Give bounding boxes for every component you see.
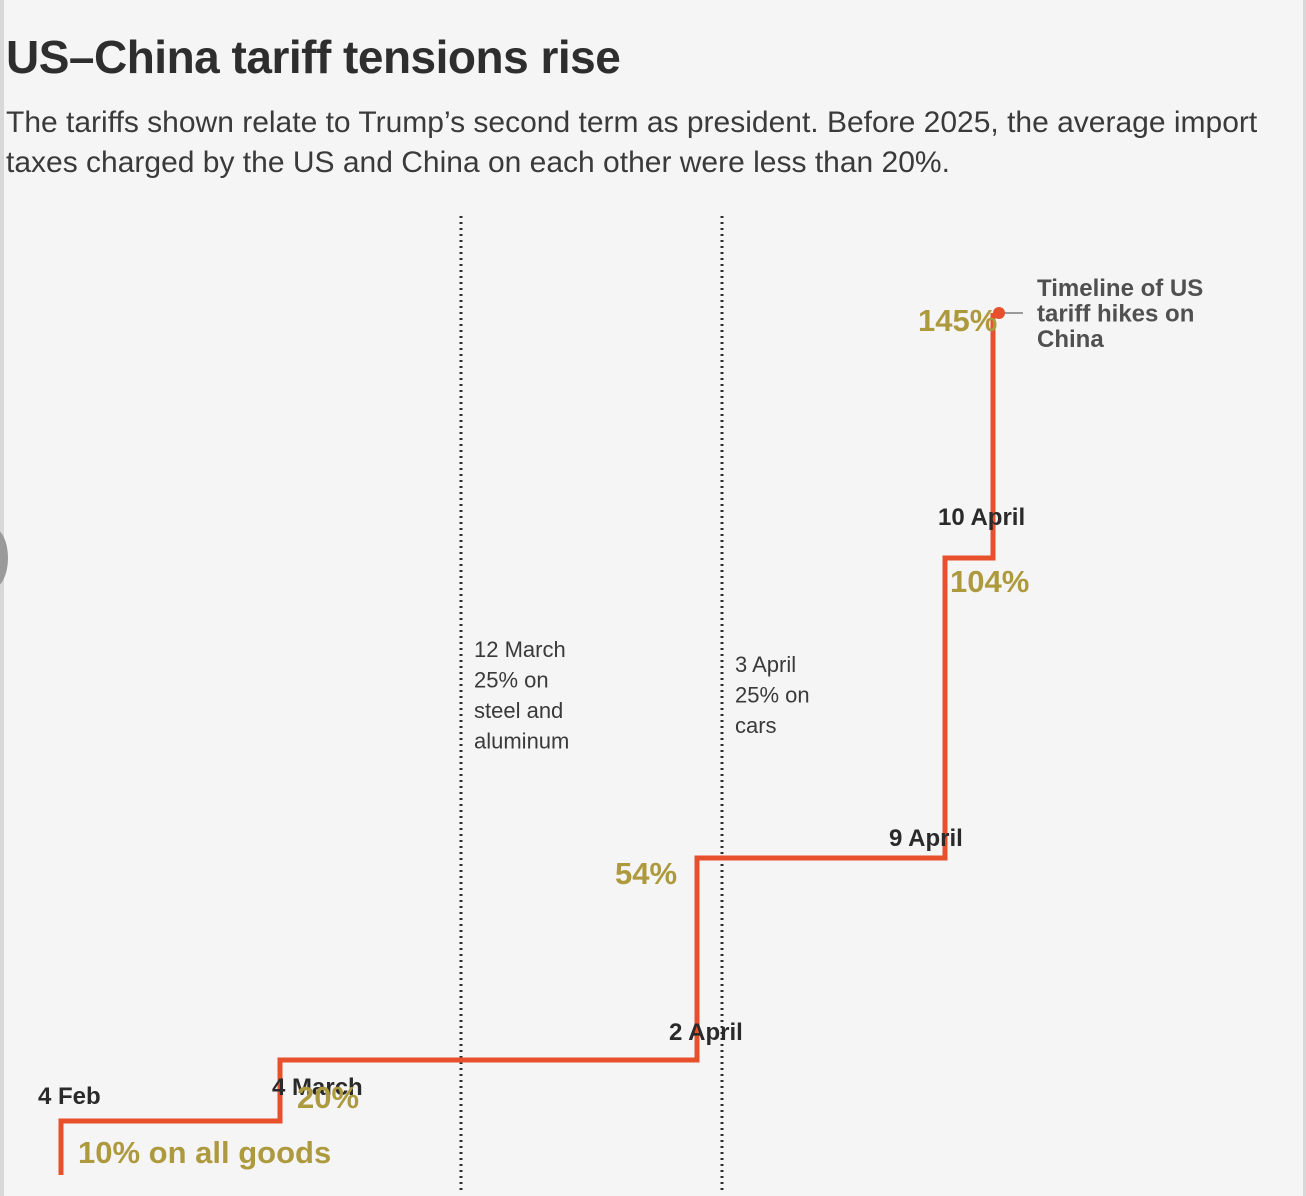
- event-2-text-line: 3 April: [735, 652, 796, 677]
- event-2-text-line: 25% on: [735, 683, 810, 708]
- value-label-3: 54%: [615, 856, 677, 891]
- value-label-4: 104%: [950, 564, 1029, 599]
- date-label-1: 4 Feb: [38, 1083, 101, 1110]
- chart-title: US–China tariff tensions rise: [6, 31, 621, 83]
- chart-subtitle: The tariffs shown relate to Trump’s seco…: [6, 106, 1258, 179]
- series-name-label: Timeline of US tariff hikes on China: [1037, 275, 1203, 353]
- series-end-marker: [993, 307, 1005, 319]
- date-label-3: 2 April: [669, 1019, 743, 1046]
- date-label-2: 4 March: [272, 1074, 363, 1101]
- date-label-4: 9 April: [889, 825, 963, 852]
- right-edge-rule: [1303, 0, 1306, 1196]
- edge-scroll-handle[interactable]: [0, 528, 8, 588]
- event-markers-layer: 12 March 25% on steel and aluminum 3 April 25…: [459, 216, 810, 1190]
- event-1-text-line: steel and: [474, 698, 563, 723]
- value-label-2: 20%: [297, 1080, 359, 1115]
- event-1-text-line: aluminum: [474, 729, 569, 754]
- left-edge-rule: [0, 0, 4, 1196]
- value-label-1: 10% on all goods: [78, 1135, 331, 1170]
- event-2-text-line: cars: [735, 713, 777, 738]
- value-label-5: 145%: [918, 303, 997, 338]
- event-1-text-line: 25% on: [474, 668, 549, 693]
- event-1-text-line: 12 March: [474, 637, 566, 662]
- tariff-step-line: [58, 313, 996, 1175]
- date-label-5: 10 April: [938, 504, 1025, 531]
